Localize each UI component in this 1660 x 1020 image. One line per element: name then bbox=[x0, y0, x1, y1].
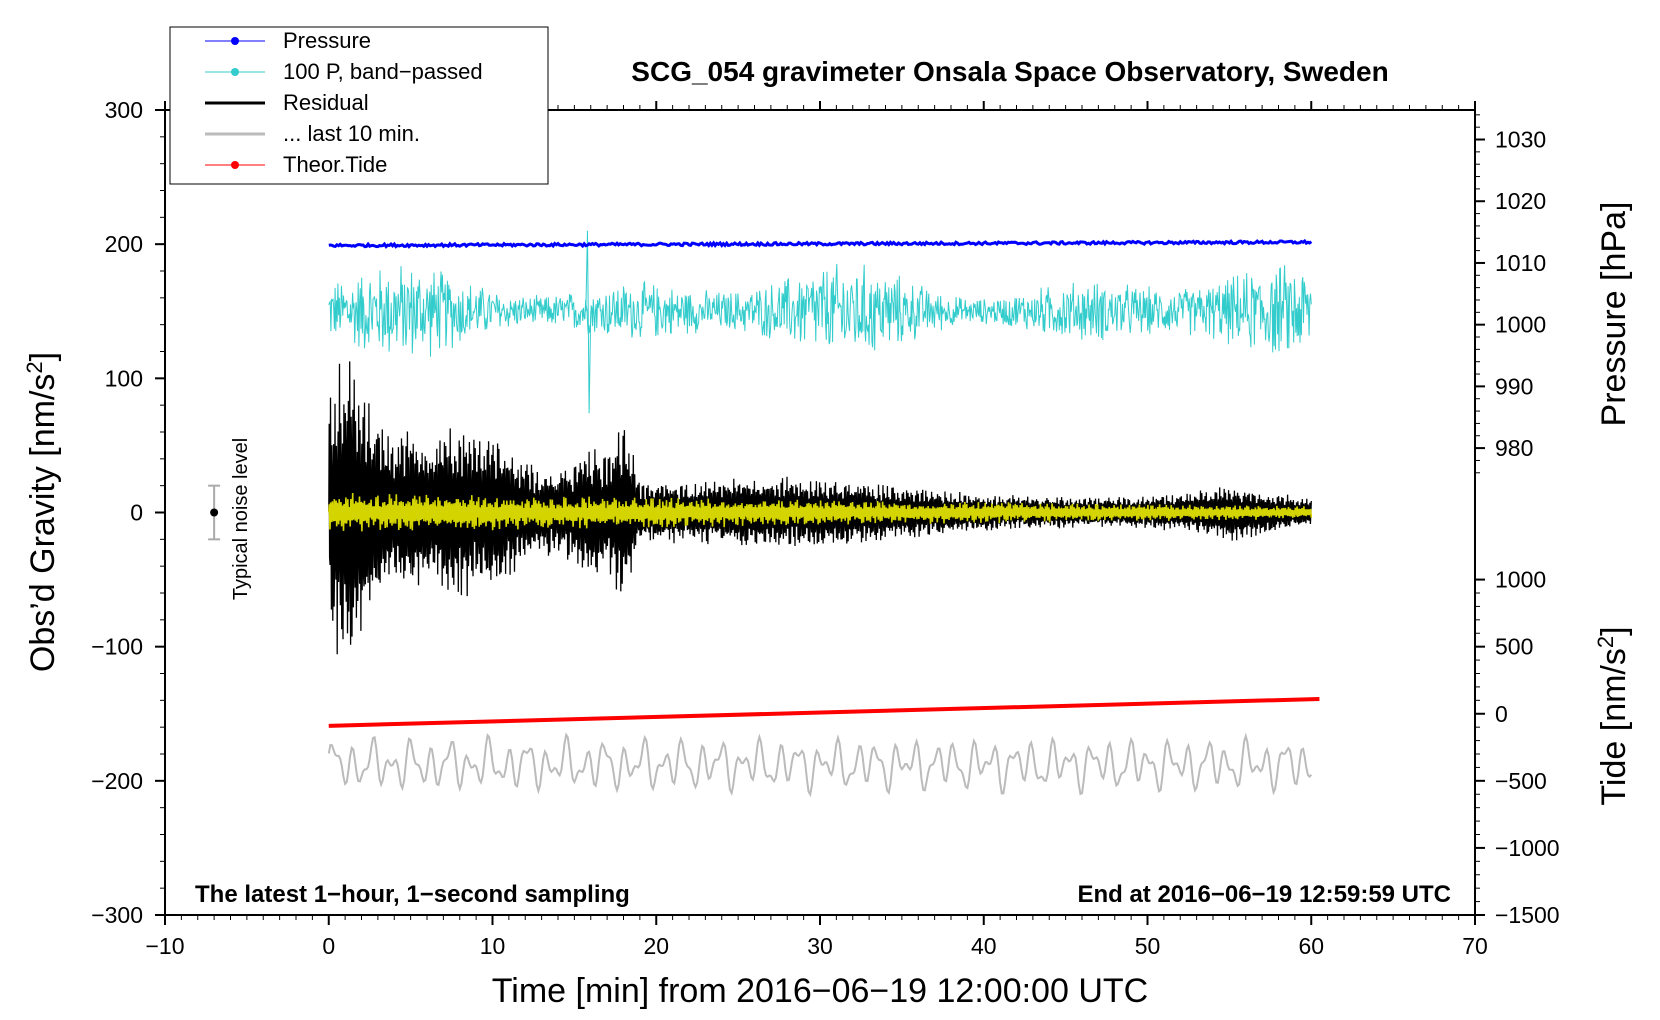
legend-marker-4 bbox=[231, 161, 239, 169]
y-axis-label-tide-sup: 2 bbox=[1593, 636, 1618, 648]
series-layer bbox=[208, 230, 1320, 798]
x-tick-label: 0 bbox=[322, 933, 335, 959]
legend-symbols bbox=[205, 37, 265, 169]
tide-tick-label: −1500 bbox=[1495, 902, 1560, 928]
legend-marker-0 bbox=[231, 37, 239, 45]
y-axis-label-left-close: ] bbox=[24, 352, 62, 361]
y-tick-label-left: −300 bbox=[91, 902, 143, 928]
y-tick-label-left: −100 bbox=[91, 634, 143, 660]
pressure-tick-label: 1010 bbox=[1495, 250, 1546, 276]
pressure-tick-label: 980 bbox=[1495, 435, 1533, 461]
ticks-layer: −10 0 10 20 30 40 50 60 703002001000−100−200−300… bbox=[91, 97, 1559, 959]
legend-label-theor-tide: Theor.Tide bbox=[283, 152, 387, 177]
x-tick-label: −10 bbox=[145, 933, 184, 959]
y-axis-label-left: Obs’d Gravity [nm/s2] bbox=[22, 352, 62, 672]
pressure-tick-label: 1000 bbox=[1495, 312, 1546, 338]
series-band-passed-peak bbox=[585, 230, 592, 414]
tide-tick-label: −500 bbox=[1495, 768, 1547, 794]
legend-label-residual: Residual bbox=[283, 90, 369, 115]
x-tick-label: 20 bbox=[643, 933, 669, 959]
y-tick-label-left: 200 bbox=[105, 231, 143, 257]
x-axis-label: Time [min] from 2016−06−19 12:00:00 UTC bbox=[492, 972, 1148, 1010]
noise-level-label: Typical noise level bbox=[230, 438, 252, 600]
chart-title: SCG_054 gravimeter Onsala Space Observat… bbox=[631, 56, 1388, 87]
y-tick-label-left: 100 bbox=[105, 365, 143, 391]
x-tick-label: 60 bbox=[1298, 933, 1324, 959]
y-axis-label-tide-close: ] bbox=[1595, 626, 1633, 635]
legend-label-pressure: Pressure bbox=[283, 28, 371, 53]
annotation-end-time: End at 2016−06−19 12:59:59 UTC bbox=[1077, 881, 1451, 908]
tide-tick-label: 500 bbox=[1495, 634, 1533, 660]
y-tick-label-left: 0 bbox=[130, 500, 143, 526]
legend-box bbox=[169, 26, 549, 185]
series-band-passed-pressure bbox=[328, 263, 1312, 357]
tide-tick-label: 0 bbox=[1495, 701, 1508, 727]
legend-label-band-passed: 100 P, band−passed bbox=[283, 59, 483, 84]
noise-bar-center bbox=[210, 508, 219, 517]
series-pressure bbox=[328, 238, 1313, 249]
series-last-10-min bbox=[327, 732, 1313, 798]
x-tick-label: 40 bbox=[971, 933, 997, 959]
y-tick-label-left: 300 bbox=[105, 97, 143, 123]
y-axis-label-left-text: Obs’d Gravity [nm/s bbox=[24, 374, 62, 673]
annotation-sampling: The latest 1−hour, 1−second sampling bbox=[195, 881, 630, 908]
tide-tick-label: −1000 bbox=[1495, 835, 1560, 861]
pressure-tick-label: 990 bbox=[1495, 373, 1533, 399]
y-axis-label-tide-text: Tide [nm/s bbox=[1595, 648, 1633, 805]
tide-tick-label: 1000 bbox=[1495, 567, 1546, 593]
y-axis-label-left-sup: 2 bbox=[22, 361, 47, 373]
y-axis-label-tide: Tide [nm/s2] bbox=[1593, 626, 1633, 805]
x-tick-label: 70 bbox=[1462, 933, 1488, 959]
pressure-tick-label: 1020 bbox=[1495, 188, 1546, 214]
legend-marker-1 bbox=[231, 68, 239, 76]
legend-label-last-10-min: ... last 10 min. bbox=[283, 121, 420, 146]
x-tick-label: 10 bbox=[480, 933, 506, 959]
series-theor-tide bbox=[328, 696, 1320, 728]
pressure-tick-label: 1030 bbox=[1495, 127, 1546, 153]
series-residual-band bbox=[328, 492, 1313, 532]
legend: Pressure 100 P, band−passed Residual ...… bbox=[169, 26, 549, 185]
x-tick-label: 30 bbox=[807, 933, 833, 959]
y-tick-label-left: −200 bbox=[91, 768, 143, 794]
y-axis-label-pressure: Pressure [hPa] bbox=[1595, 202, 1633, 427]
x-tick-label: 50 bbox=[1135, 933, 1161, 959]
